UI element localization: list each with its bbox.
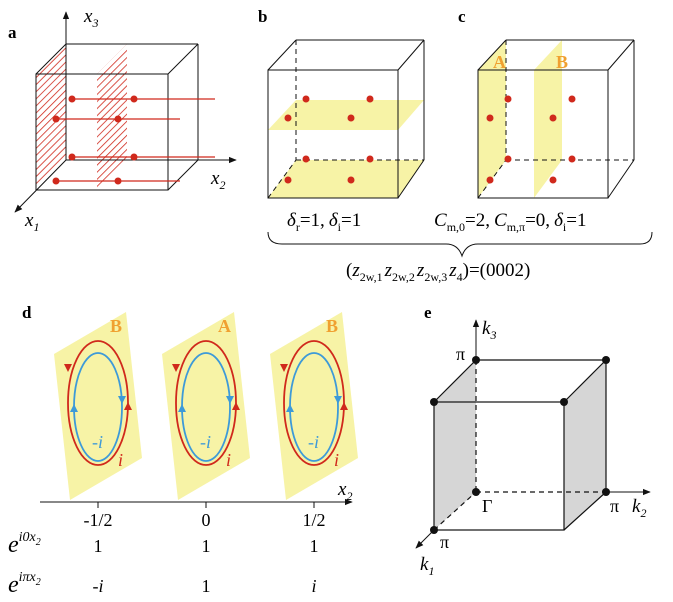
row2-label: eiπx2 — [8, 570, 41, 598]
gamma-label: Γ — [482, 496, 492, 516]
panel-d-planes: B -i i A -i i B -i i — [54, 312, 358, 500]
panel-e-letter: e — [424, 303, 432, 322]
row2-value: 1 — [202, 576, 211, 596]
loop-plane-2: A -i i — [162, 312, 250, 500]
cube-e — [433, 359, 607, 531]
panel-d-ticks: -1/2 0 1/2 — [84, 502, 326, 530]
blue-arrow-left — [286, 404, 294, 412]
cube-a — [35, 43, 199, 191]
red-arrow-right — [232, 402, 240, 410]
chern-label-c: Cm,0=2, Cm,π=0, δi=1 — [434, 210, 586, 234]
red-dots-a — [52, 95, 138, 185]
plane-A-label-c: A — [493, 52, 506, 72]
red-dots-c — [486, 95, 576, 184]
red-arrow-left — [280, 364, 288, 372]
row1-value: 1 — [94, 536, 103, 556]
panel-d-letter: d — [22, 303, 32, 322]
mid-plane-b — [268, 100, 424, 130]
pi-k2-label: π — [610, 496, 619, 516]
row2-value: i — [311, 576, 316, 596]
tick-label: 1/2 — [302, 510, 325, 530]
axis-x3-label: x3 — [83, 6, 98, 30]
panel-c-letter: c — [458, 7, 466, 26]
blue-loop-label: -i — [92, 432, 103, 452]
blue-loop-label: -i — [308, 432, 319, 452]
panel-d: d B -i i A -i i B -i i x2 -1/2 0 1/2 ei0x2 eiπx2 1… — [8, 303, 358, 598]
axis-k1 — [415, 529, 435, 549]
red-loop-label: i — [226, 450, 231, 470]
panel-a-letter: a — [8, 23, 17, 42]
axis-k3-label: k3 — [482, 318, 496, 342]
axis-x1-label: x1 — [24, 210, 39, 234]
blue-loop-label: -i — [200, 432, 211, 452]
row1-label: ei0x2 — [8, 530, 41, 558]
panel-c: c A B Cm,0=2, Cm,π=0, δi=1 — [434, 7, 635, 234]
plane-B-label-c: B — [556, 52, 568, 72]
curly-brace — [267, 231, 653, 258]
panel-d-value-rows: 1 1 1 -i 1 i — [93, 536, 319, 596]
blue-arrow-right — [226, 396, 234, 404]
row1-value: 1 — [310, 536, 319, 556]
row1-value: 1 — [202, 536, 211, 556]
axis-k2-label: k2 — [632, 496, 646, 520]
pi-k3-label: π — [456, 344, 465, 364]
red-arrow-left — [64, 364, 72, 372]
axis-x2-d-label: x2 — [337, 479, 352, 503]
blue-arrow-left — [178, 404, 186, 412]
hatched-plane-front — [36, 44, 66, 190]
plane-label: A — [218, 316, 231, 336]
cube-e-dots — [430, 356, 610, 534]
loop-plane-1: B -i i — [54, 312, 142, 500]
blue-arrow-left — [70, 404, 78, 412]
gray-face-left — [434, 360, 476, 530]
loop-plane-3: B -i i — [270, 312, 358, 500]
red-loop-label: i — [118, 450, 123, 470]
axis-x2-label: x2 — [210, 168, 225, 192]
plane-label: B — [110, 316, 122, 336]
panel-b-letter: b — [258, 7, 267, 26]
bottom-plane-b — [268, 160, 424, 198]
pi-k1-label: π — [440, 532, 449, 552]
panel-e: e k3 k2 k1 π π π Γ — [415, 303, 651, 578]
tick-label: -1/2 — [84, 510, 113, 530]
plane-label: B — [326, 316, 338, 336]
panel-a: a x3 x2 x1 — [8, 6, 237, 234]
tick-label: 0 — [202, 510, 211, 530]
delta-label-b: δr=1, δi=1 — [287, 210, 361, 234]
cube-b — [267, 39, 425, 199]
panel-b: b δr=1, δi=1 — [258, 7, 425, 234]
red-loop-label: i — [334, 450, 339, 470]
red-arrow-left — [172, 364, 180, 372]
hatched-plane-middle — [97, 44, 127, 190]
axis-k1-label: k1 — [420, 554, 434, 578]
plane-B-c — [534, 40, 562, 198]
gray-face-right — [564, 360, 606, 530]
blue-arrow-right — [334, 396, 342, 404]
axis-x1 — [14, 159, 67, 213]
red-dots-b — [284, 95, 374, 184]
red-lines-a — [56, 98, 215, 182]
row2-value: -i — [93, 576, 104, 596]
red-arrow-right — [124, 402, 132, 410]
blue-arrow-right — [118, 396, 126, 404]
z2-invariant-label: (z2w,1 z2w,2 z2w,3 z4)=(0002) — [346, 260, 530, 284]
red-arrow-right — [340, 402, 348, 410]
